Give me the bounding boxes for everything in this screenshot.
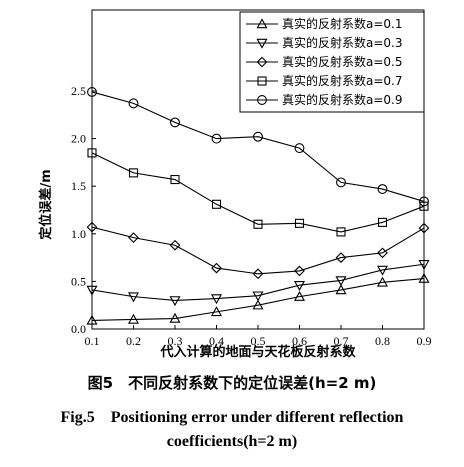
legend-marker xyxy=(257,95,267,105)
series-line xyxy=(91,91,425,202)
series-circle xyxy=(87,87,429,207)
data-point xyxy=(294,265,305,277)
legend-entry: 真实的反射系数a=0.1 xyxy=(246,16,403,31)
data-point xyxy=(376,265,389,276)
series-line xyxy=(91,226,425,275)
data-point xyxy=(127,292,140,303)
data-point xyxy=(86,221,98,233)
data-point xyxy=(335,252,347,263)
data-point xyxy=(211,262,222,274)
legend-box xyxy=(239,11,425,113)
data-point xyxy=(293,290,306,301)
figure-caption-cn: 图5 不同反射系数下的定位误差(h=2 m) xyxy=(87,374,377,392)
data-point xyxy=(418,222,430,234)
series-line xyxy=(91,263,425,301)
legend-entry: 真实的反射系数a=0.7 xyxy=(246,73,403,88)
data-point xyxy=(170,174,180,185)
figure-caption-en-line2: coefficients(h=2 m) xyxy=(166,433,298,450)
legend-label: 真实的反射系数a=0.1 xyxy=(282,16,403,31)
data-point xyxy=(377,217,388,227)
data-point xyxy=(335,284,347,295)
data-point xyxy=(127,313,140,324)
data-point xyxy=(253,219,263,229)
x-tick-label: 0.6 xyxy=(292,334,307,348)
data-point xyxy=(169,312,181,323)
data-point xyxy=(210,294,223,305)
data-point xyxy=(86,314,98,325)
data-point xyxy=(419,201,429,211)
data-point xyxy=(252,268,264,280)
x-tick-label: 0.8 xyxy=(375,334,390,348)
series-line xyxy=(91,277,425,321)
data-point xyxy=(376,276,389,287)
data-point xyxy=(293,280,306,291)
data-point xyxy=(336,177,346,188)
line-chart: 0.1 0.2 0.3 0.4 0.5 0.6 0.7 0.8 0.9 0.0 0.5 1.0 1.5 2… xyxy=(38,9,432,360)
y-axis-title: 定位误差/m xyxy=(38,169,54,240)
x-tick-label: 0.4 xyxy=(209,334,224,348)
data-point xyxy=(377,247,388,259)
data-point xyxy=(252,291,264,302)
x-tick-label: 0.3 xyxy=(168,334,183,348)
data-point xyxy=(169,239,181,251)
x-tick-label: 0.7 xyxy=(334,334,349,348)
data-point xyxy=(128,232,139,243)
data-point xyxy=(294,143,305,154)
data-point xyxy=(377,184,388,195)
legend-entry: 真实的反射系数a=0.5 xyxy=(246,54,403,69)
data-point xyxy=(170,117,180,128)
legend-marker xyxy=(256,56,268,68)
legend: 真实的反射系数a=0.1 真实的反射系数a=0.3 真实的反射系数a=0.5 真实的反… xyxy=(239,11,425,113)
legend-label: 真实的反射系数a=0.9 xyxy=(282,92,403,107)
y-tick-label: 1.5 xyxy=(71,179,86,193)
data-point xyxy=(211,199,222,209)
legend-label: 真实的反射系数a=0.7 xyxy=(282,73,403,88)
data-point xyxy=(211,133,222,144)
legend-marker xyxy=(257,76,267,86)
legend-label: 真实的反射系数a=0.3 xyxy=(282,35,403,50)
series-triangle-down xyxy=(86,260,430,307)
data-point xyxy=(294,218,305,228)
legend-marker xyxy=(256,38,268,49)
data-point xyxy=(335,276,347,287)
series-square xyxy=(87,148,429,237)
legend-entry: 真实的反射系数a=0.9 xyxy=(246,92,403,107)
data-point xyxy=(169,296,181,307)
data-point xyxy=(418,272,430,283)
x-tick-label: 0.2 xyxy=(126,334,141,348)
data-point xyxy=(336,227,346,237)
x-tick-label: 0.5 xyxy=(251,334,266,348)
data-point xyxy=(253,131,263,142)
y-tick-label: 1.0 xyxy=(71,227,86,241)
legend-marker xyxy=(256,18,268,29)
data-point xyxy=(419,196,429,207)
legend-label: 真实的反射系数a=0.5 xyxy=(282,54,403,69)
y-tick-label: 0.5 xyxy=(71,274,86,288)
legend-entry: 真实的反射系数a=0.3 xyxy=(246,35,403,50)
series-triangle-up xyxy=(86,272,430,325)
data-point xyxy=(87,87,97,97)
y-tick-label: 0.0 xyxy=(71,322,86,336)
data-point xyxy=(210,306,223,317)
data-point xyxy=(128,98,139,109)
data-point xyxy=(86,285,98,296)
x-tick-label: 0.9 xyxy=(417,334,432,348)
x-tick-label: 0.1 xyxy=(85,334,100,348)
y-tick-label: 2.5 xyxy=(71,84,86,98)
series-line xyxy=(91,152,425,233)
x-axis-title: 代入计算的地面与天花板反射系数 xyxy=(159,344,356,360)
data-point xyxy=(418,260,430,270)
series-diamond xyxy=(86,221,430,280)
data-point xyxy=(87,148,97,158)
figure-caption-en-line1: Fig.5 Positioning error under different … xyxy=(60,409,404,426)
data-point xyxy=(252,299,264,310)
data-point xyxy=(128,168,139,178)
y-tick-label: 2.0 xyxy=(71,132,86,146)
